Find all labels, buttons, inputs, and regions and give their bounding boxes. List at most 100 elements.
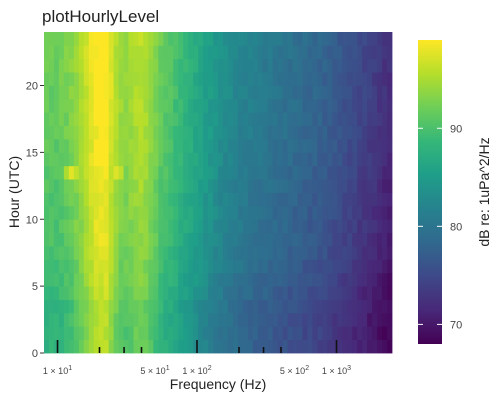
heatmap-cell — [237, 259, 244, 274]
heatmap-cell — [213, 339, 219, 354]
heatmap-cell — [188, 125, 194, 140]
heatmap-cell — [183, 246, 189, 260]
heatmap-cell — [297, 232, 303, 247]
heatmap-cell — [203, 272, 209, 287]
heatmap-cell — [382, 125, 388, 140]
heatmap-cell — [108, 165, 114, 180]
heatmap-cell — [262, 45, 269, 60]
heatmap-cell — [198, 299, 204, 314]
heatmap-cell — [44, 112, 50, 127]
heatmap-cell — [138, 272, 144, 287]
heatmap-cell — [277, 58, 284, 73]
heatmap-cell — [337, 139, 343, 153]
heatmap-cell — [282, 139, 288, 153]
heatmap-cell — [237, 232, 244, 247]
heatmap-cell — [237, 72, 244, 86]
heatmap-cell — [118, 32, 124, 46]
heatmap-cell — [362, 299, 368, 314]
heatmap-cell — [262, 259, 269, 274]
heatmap-cell — [317, 125, 323, 140]
heatmap-cell — [193, 232, 199, 247]
heatmap-cell — [138, 246, 144, 260]
heatmap-cell — [292, 192, 298, 207]
heatmap-cell — [158, 72, 164, 86]
heatmap-cell — [297, 32, 303, 46]
heatmap-cell — [357, 312, 363, 327]
heatmap-cell — [372, 286, 378, 300]
heatmap-cell — [163, 205, 169, 220]
heatmap-cell — [222, 286, 229, 300]
heatmap-cell — [93, 98, 100, 113]
heatmap-cell — [73, 85, 80, 100]
heatmap-cell — [208, 165, 214, 180]
heatmap-cell — [103, 246, 110, 260]
heatmap-cell — [267, 259, 274, 274]
heatmap-cell — [113, 45, 119, 60]
heatmap-cell — [222, 299, 229, 314]
heatmap-cell — [372, 272, 378, 287]
heatmap-cell — [68, 125, 75, 140]
heatmap-cell — [53, 312, 60, 327]
heatmap-cell — [178, 112, 184, 127]
heatmap-cell — [58, 152, 65, 167]
heatmap-cell — [257, 219, 264, 234]
heatmap-cell — [138, 339, 144, 354]
heatmap-cell — [93, 139, 100, 153]
heatmap-cell — [307, 219, 313, 234]
heatmap-cell — [372, 179, 378, 193]
heatmap-cell — [44, 192, 50, 207]
heatmap-cell — [372, 219, 378, 234]
heatmap-cell — [387, 179, 393, 193]
heatmap-cell — [208, 299, 214, 314]
heatmap-cell — [337, 32, 343, 46]
heatmap-cell — [133, 72, 139, 86]
heatmap-cell — [337, 299, 343, 314]
heatmap-cell — [78, 205, 85, 220]
heatmap-cell — [372, 246, 378, 260]
heatmap-cell — [357, 125, 363, 140]
heatmap-cell — [168, 165, 174, 180]
heatmap-cell — [113, 152, 119, 167]
heatmap-cell — [128, 205, 134, 220]
heatmap-cell — [163, 259, 169, 274]
heatmap-cell — [382, 326, 388, 341]
heatmap-cell — [357, 32, 363, 46]
heatmap-cell — [213, 326, 219, 341]
heatmap-cell — [327, 326, 333, 341]
heatmap-cell — [257, 299, 264, 314]
heatmap-cell — [63, 339, 70, 354]
heatmap-cell — [88, 246, 95, 260]
heatmap-cell — [382, 152, 388, 167]
heatmap-cell — [188, 299, 194, 314]
heatmap-cell — [222, 139, 229, 153]
heatmap-cell — [118, 139, 124, 153]
heatmap-cell — [198, 98, 204, 113]
heatmap-cell — [327, 286, 333, 300]
heatmap-cell — [357, 299, 363, 314]
heatmap-cell — [342, 112, 348, 127]
heatmap-cell — [183, 326, 189, 341]
heatmap-cell — [88, 125, 95, 140]
heatmap-cell — [252, 45, 259, 60]
heatmap-cell — [168, 139, 174, 153]
heatmap-cell — [83, 326, 90, 341]
heatmap-cell — [58, 139, 65, 153]
heatmap-cell — [242, 272, 249, 287]
heatmap-cell — [133, 259, 139, 274]
heatmap-cell — [218, 112, 224, 127]
heatmap-cell — [178, 192, 184, 207]
heatmap-cell — [133, 112, 139, 127]
heatmap-cell — [367, 45, 373, 60]
heatmap-cell — [193, 339, 199, 354]
heatmap-cell — [108, 259, 114, 274]
heatmap-cell — [138, 326, 144, 341]
heatmap-cell — [118, 326, 124, 341]
heatmap-cell — [178, 152, 184, 167]
heatmap-cell — [213, 286, 219, 300]
heatmap-cell — [327, 139, 333, 153]
heatmap-cell — [153, 219, 159, 234]
heatmap-cell — [103, 286, 110, 300]
heatmap-cell — [88, 286, 95, 300]
heatmap-cell — [153, 259, 159, 274]
